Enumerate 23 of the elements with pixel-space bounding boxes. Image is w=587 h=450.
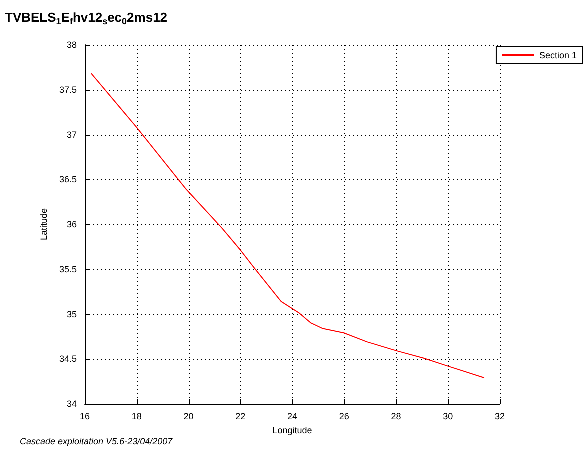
y-tick-label: 34 <box>66 399 77 409</box>
y-tick-label: 35 <box>66 309 77 320</box>
y-tick-label: 37 <box>66 130 77 140</box>
y-tick-label: 38 <box>66 40 77 50</box>
x-tick-label: 28 <box>391 412 402 422</box>
y-tick-label: 37.5 <box>59 84 77 95</box>
x-tick-label: 20 <box>184 412 194 422</box>
x-tick-label: 16 <box>80 412 90 422</box>
x-tick-label: 18 <box>132 412 142 422</box>
x-axis-title: Longitude <box>272 425 312 436</box>
x-tick-label: 32 <box>494 412 506 422</box>
y-tick-label: 34.5 <box>59 354 77 364</box>
y-tick-label: 35.5 <box>59 264 77 274</box>
x-tick-label: 24 <box>287 412 298 422</box>
x-tick-label: 26 <box>339 412 350 422</box>
y-tick-label: 36 <box>66 220 77 230</box>
y-tick-label: 36.5 <box>59 174 77 185</box>
line-series <box>90 73 485 378</box>
legend-label: Section 1 <box>539 50 578 60</box>
x-tick-label: 30 <box>443 412 454 422</box>
x-tick-label: 22 <box>236 412 246 422</box>
text: Cascade exploitation V5.6-23/04/2007 <box>20 436 174 446</box>
y-axis-title: Latitude <box>39 208 50 241</box>
